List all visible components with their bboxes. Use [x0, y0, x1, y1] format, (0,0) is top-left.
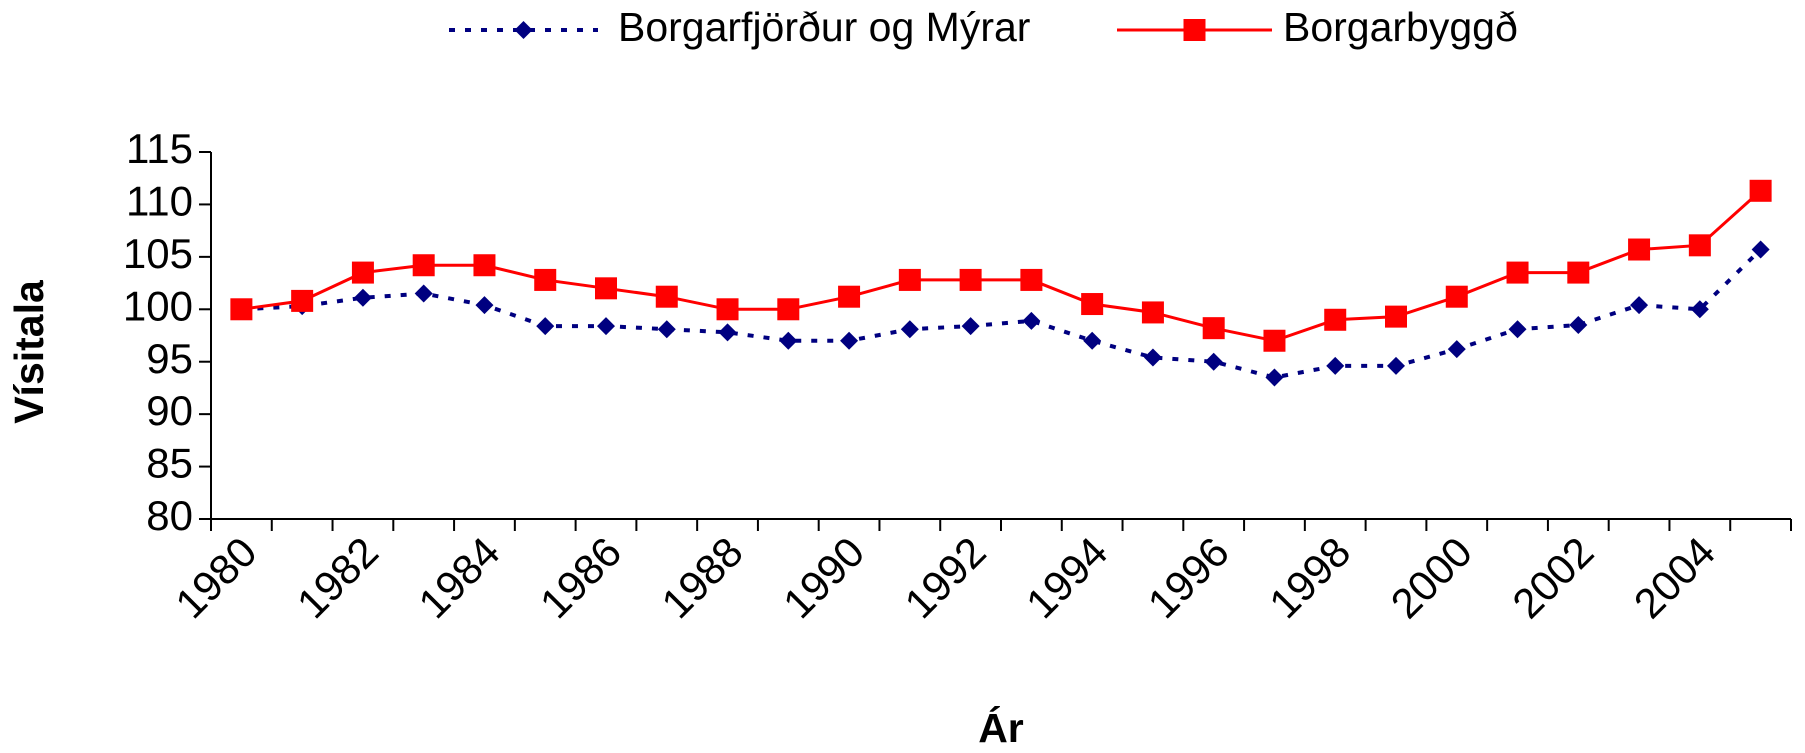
data-point: [1202, 317, 1225, 340]
data-point: [1385, 305, 1407, 328]
data-point: [230, 298, 253, 321]
x-tick-label: 1984: [409, 528, 508, 627]
data-point: [1447, 340, 1466, 359]
data-point: [1143, 348, 1162, 367]
x-tick-label: 2000: [1382, 528, 1481, 627]
y-tick-label: 80: [146, 492, 193, 539]
x-tick-label: 1996: [1139, 528, 1238, 627]
data-point: [353, 288, 372, 307]
data-point: [595, 277, 617, 300]
data-point: [1569, 316, 1588, 335]
data-point: [1326, 356, 1345, 375]
data-point: [1020, 268, 1043, 291]
data-point: [838, 285, 861, 308]
data-point: [1567, 261, 1590, 284]
y-tick-label: 85: [146, 440, 193, 487]
data-point: [1204, 352, 1223, 371]
y-tick-label: 105: [123, 230, 193, 277]
x-axis-title: Ár: [978, 705, 1024, 751]
data-point: [1141, 301, 1164, 324]
x-tick-label: 2004: [1625, 528, 1724, 627]
data-point: [536, 317, 555, 336]
data-point: [1628, 238, 1651, 261]
data-point: [597, 317, 615, 336]
data-point: [716, 298, 739, 321]
data-point: [1690, 300, 1709, 319]
data-point: [961, 317, 980, 336]
data-point: [1263, 329, 1286, 352]
x-tick-label: 1982: [288, 528, 387, 627]
x-tick-label: 1980: [166, 528, 265, 627]
data-point: [1324, 308, 1347, 331]
data-point: [1445, 285, 1468, 308]
x-tick-label: 1994: [1017, 528, 1116, 627]
data-point: [777, 298, 800, 321]
data-point: [718, 323, 737, 342]
data-point: [1387, 356, 1405, 375]
legend-marker: [514, 21, 533, 39]
x-tick-label: 2002: [1503, 528, 1602, 627]
y-tick-label: 90: [146, 387, 193, 434]
series-line: [241, 189, 1762, 343]
y-tick-label: 115: [126, 125, 193, 172]
legend-label: Borgarbyggð: [1283, 4, 1518, 50]
data-point: [657, 320, 676, 339]
data-point: [291, 289, 314, 312]
data-point: [534, 268, 557, 291]
data-point: [1083, 331, 1102, 350]
legend-label: Borgarfjörður og Mýrar: [618, 4, 1030, 50]
data-point: [414, 284, 433, 303]
data-point: [959, 268, 982, 291]
x-tick-label: 1988: [652, 528, 751, 627]
data-point: [1265, 368, 1284, 387]
data-point: [655, 285, 678, 308]
data-point: [840, 331, 859, 350]
data-point: [779, 331, 798, 350]
data-point: [1022, 311, 1041, 330]
data-point: [412, 254, 435, 277]
y-axis-title: Vísitala: [6, 279, 52, 424]
data-point: [1749, 179, 1772, 202]
data-point: [1081, 293, 1104, 316]
data-point: [351, 261, 374, 284]
data-point: [1508, 320, 1527, 339]
data-point: [475, 296, 494, 315]
data-point: [900, 320, 919, 339]
x-tick-label: 1990: [774, 528, 873, 627]
data-point: [1506, 261, 1529, 284]
y-tick-label: 110: [126, 178, 193, 225]
x-tick-label: 1986: [531, 528, 630, 627]
data-point: [1751, 240, 1770, 259]
y-tick-label: 100: [123, 282, 193, 329]
data-point: [1630, 296, 1649, 315]
data-point: [1688, 234, 1711, 257]
data-point: [473, 254, 496, 277]
data-point: [898, 268, 921, 291]
y-tick-label: 95: [146, 335, 193, 382]
legend-marker: [1183, 19, 1206, 41]
x-tick-label: 1998: [1260, 528, 1359, 627]
x-tick-label: 1992: [896, 528, 995, 627]
series-line: [241, 248, 1763, 380]
